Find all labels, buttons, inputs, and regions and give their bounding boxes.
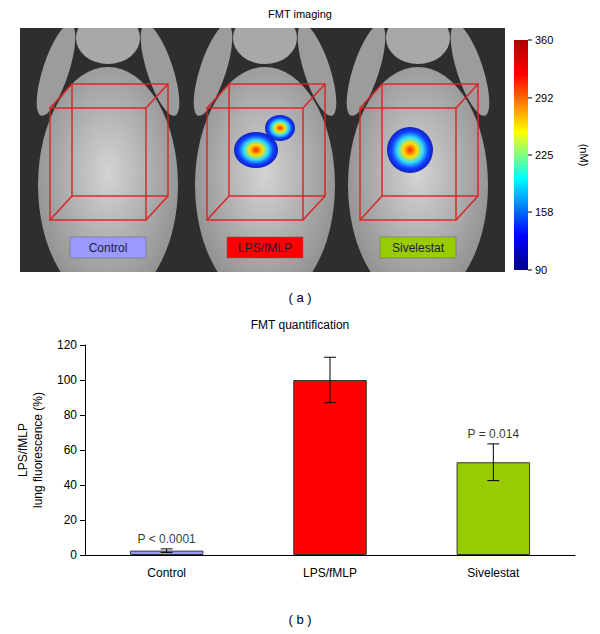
svg-text:Sivelestat: Sivelestat bbox=[467, 566, 520, 580]
svg-text:(nM): (nM) bbox=[578, 144, 590, 167]
svg-text:P < 0.0001: P < 0.0001 bbox=[138, 532, 196, 546]
svg-text:292: 292 bbox=[535, 92, 553, 104]
svg-text:LPS/fMLP: LPS/fMLP bbox=[238, 241, 292, 255]
svg-text:40: 40 bbox=[64, 478, 78, 492]
svg-text:LPS/fMLP: LPS/fMLP bbox=[16, 423, 30, 477]
svg-text:FMT imaging: FMT imaging bbox=[268, 8, 332, 20]
svg-text:120: 120 bbox=[57, 338, 77, 352]
svg-text:20: 20 bbox=[64, 513, 78, 527]
svg-text:Control: Control bbox=[89, 241, 128, 255]
svg-text:FMT quantification: FMT quantification bbox=[251, 318, 350, 332]
svg-text:158: 158 bbox=[535, 206, 553, 218]
svg-text:90: 90 bbox=[535, 264, 547, 276]
svg-text:Sivelestat: Sivelestat bbox=[392, 241, 445, 255]
svg-text:60: 60 bbox=[64, 443, 78, 457]
svg-text:P = 0.014: P = 0.014 bbox=[468, 427, 520, 441]
svg-text:100: 100 bbox=[57, 373, 77, 387]
svg-text:80: 80 bbox=[64, 408, 78, 422]
html-text:( b ): ( b ) bbox=[288, 612, 312, 627]
svg-text:Control: Control bbox=[147, 566, 186, 580]
svg-text:225: 225 bbox=[535, 149, 553, 161]
svg-text:360: 360 bbox=[535, 34, 553, 46]
svg-text:0: 0 bbox=[70, 548, 77, 562]
svg-text:( a ): ( a ) bbox=[288, 290, 311, 305]
svg-text:LPS/fMLP: LPS/fMLP bbox=[303, 566, 357, 580]
svg-text:lung fluorescence (%): lung fluorescence (%) bbox=[31, 392, 45, 508]
